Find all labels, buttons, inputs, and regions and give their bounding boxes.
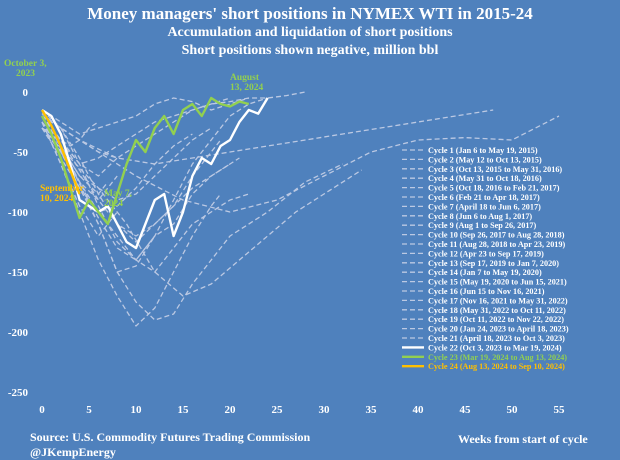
legend-item: Cycle 1 (Jan 6 to May 19, 2015) — [428, 146, 538, 155]
series-line-cycle-9 — [41, 115, 118, 201]
x-tick-label: 15 — [178, 404, 190, 416]
legend-item: Cycle 6 (Feb 21 to Apr 18, 2017) — [428, 193, 540, 202]
series-line-cycle-19 — [41, 115, 99, 147]
legend-item: Cycle 16 (Jun 15 to Nov 16, 2021) — [428, 287, 545, 296]
series-line-cycle-18 — [41, 97, 231, 159]
series-line-cycle-20 — [41, 121, 156, 273]
series-line-cycle-21 — [41, 97, 268, 261]
legend-item: Cycle 3 (Oct 13, 2015 to May 31, 2016) — [428, 165, 562, 174]
chart-subtitle: Accumulation and liquidation of short po… — [167, 25, 453, 40]
x-tick-label: 50 — [507, 404, 519, 416]
y-tick-label: -200 — [8, 327, 29, 339]
series-line-cycle-17 — [41, 91, 306, 165]
legend-item: Cycle 5 (Oct 18, 2016 to Feb 21, 2017) — [428, 184, 560, 193]
series-line-cycle-11 — [41, 127, 362, 297]
annotation-label: August — [230, 73, 260, 83]
y-tick-label: -100 — [8, 207, 29, 219]
legend-item: Cycle 23 (Mar 19, 2024 to Aug 13, 2024) — [428, 353, 567, 362]
legend-item: Cycle 7 (April 18 to Jun 6, 2017) — [428, 202, 541, 211]
legend-item: Cycle 9 (Aug 1 to Sep 26, 2017) — [428, 221, 537, 230]
x-tick-label: 55 — [554, 404, 566, 416]
x-tick-label: 40 — [413, 404, 425, 416]
annotation-label: 13, 2024 — [230, 83, 264, 93]
chart-title: Money managers' short positions in NYMEX… — [87, 4, 533, 23]
x-tick-label: 20 — [225, 404, 237, 416]
legend-item: Cycle 19 (Oct 11, 2022 to Nov 22, 2022) — [428, 315, 564, 324]
legend-item: Cycle 24 (Aug 13, 2024 to Sep 10, 2024) — [428, 362, 565, 371]
source-note: Source: U.S. Commodity Futures Trading C… — [30, 430, 311, 444]
annotation-label: 10, 2024 — [40, 194, 74, 204]
x-tick-label: 10 — [131, 404, 143, 416]
legend-item: Cycle 2 (May 12 to Oct 13, 2015) — [428, 155, 542, 164]
series-line-cycle-1 — [41, 113, 222, 243]
legend-item: Cycle 10 (Sep 26, 2017 to Aug 28, 2018) — [428, 231, 565, 240]
y-tick-label: -50 — [13, 147, 28, 159]
legend-item: Cycle 18 (May 31, 2022 to Oct 11, 2022) — [428, 306, 566, 315]
annotation-label: September — [40, 184, 85, 194]
y-tick-label: -250 — [8, 387, 29, 399]
annotation-label: May 7, — [104, 189, 133, 199]
legend-item: Cycle 11 (Aug 28, 2018 to Apr 23, 2019) — [428, 240, 565, 249]
legend-item: Cycle 14 (Jan 7 to May 19, 2020) — [428, 268, 542, 277]
legend-item: Cycle 22 (Oct 3, 2023 to Mar 19, 2024) — [428, 343, 562, 352]
series-line-cycle-24 — [40, 109, 81, 195]
author-handle: @JKempEnergy — [30, 445, 116, 459]
series-line-cycle-10 — [41, 109, 494, 165]
chart-subtitle-2: Short positions shown negative, million … — [181, 43, 439, 58]
legend-item: Cycle 15 (May 19, 2020 to Jun 15, 2021) — [428, 278, 567, 287]
series-line-cycle-22 — [41, 97, 269, 250]
x-tick-label: 35 — [366, 404, 378, 416]
series-line-cycle-16 — [41, 97, 249, 135]
series-line-cycle-23 — [40, 96, 250, 226]
legend-item: Cycle 17 (Nov 16, 2021 to May 31, 2022) — [428, 296, 568, 305]
series-line-cycle-12 — [41, 115, 240, 237]
legend-item: Cycle 13 (Sep 17, 2019 to Jan 7, 2020) — [428, 259, 559, 268]
legend-item: Cycle 20 (Jan 24, 2023 to April 18, 2023… — [428, 325, 569, 334]
series-line-cycle-8 — [41, 121, 118, 237]
y-tick-label: 0 — [23, 87, 29, 99]
y-tick-label: -150 — [8, 267, 29, 279]
annotation-label: 2023 — [16, 69, 35, 79]
series-line-cycle-3 — [41, 121, 344, 321]
x-tick-label: 25 — [272, 404, 284, 416]
x-axis-label: Weeks from start of cycle — [458, 432, 588, 446]
legend-item: Cycle 12 (Apr 23 to Sep 17, 2019) — [428, 249, 544, 258]
x-tick-label: 30 — [319, 404, 331, 416]
x-tick-label: 45 — [460, 404, 472, 416]
x-tick-label: 5 — [86, 404, 92, 416]
x-tick-label: 0 — [39, 404, 45, 416]
annotation-label: 2024 — [104, 199, 123, 209]
annotation-label: October 3, — [4, 59, 47, 69]
legend-item: Cycle 21 (April 18, 2023 to Oct 3, 2023) — [428, 334, 565, 343]
legend-item: Cycle 8 (Jun 6 to Aug 1, 2017) — [428, 212, 532, 221]
legend-item: Cycle 4 (May 31 to Oct 18, 2016) — [428, 174, 542, 183]
series-line-cycle-13 — [41, 127, 193, 213]
